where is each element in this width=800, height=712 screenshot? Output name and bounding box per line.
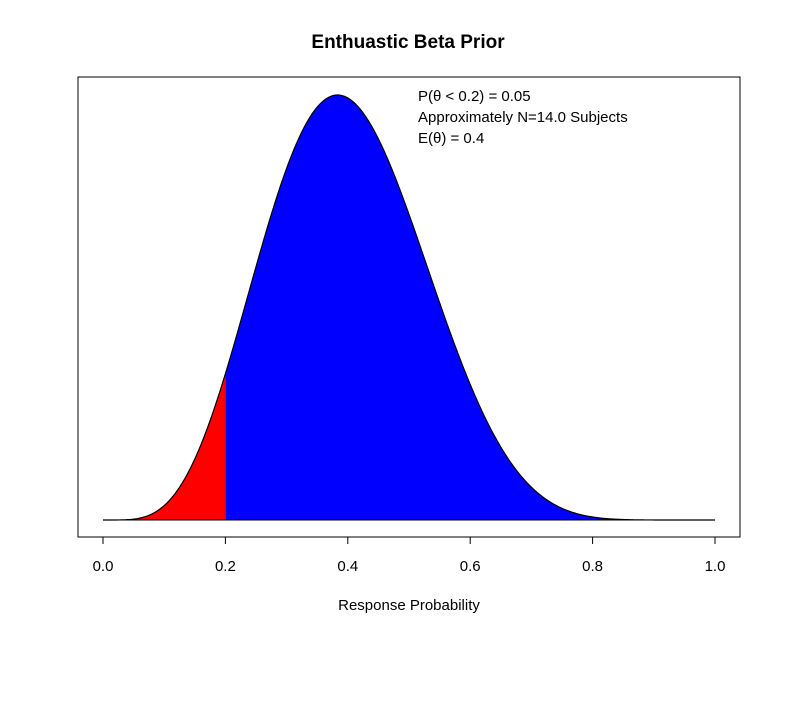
x-tick-label: 0.8 [582, 558, 603, 575]
chart-title: Enthuastic Beta Prior [311, 32, 505, 53]
annotation-line: Approximately N=14.0 Subjects [418, 109, 628, 126]
annotation-line: P(θ < 0.2) = 0.05 [418, 88, 531, 105]
density-areas [103, 94, 715, 521]
x-tick-label: 0.0 [93, 558, 114, 575]
lower-tail-area [103, 373, 226, 520]
x-tick-label: 0.2 [215, 558, 236, 575]
annotations: P(θ < 0.2) = 0.05 Approximately N=14.0 Su… [418, 88, 628, 147]
x-tick-label: 0.6 [460, 558, 481, 575]
x-tick-label: 1.0 [705, 558, 726, 575]
density-curve [103, 94, 715, 521]
upper-body-area [225, 95, 715, 520]
x-axis: 0.0 0.2 0.4 0.6 0.8 1.0 [93, 536, 726, 575]
x-tick-label: 0.4 [337, 558, 358, 575]
x-axis-label: Response Probability [338, 597, 480, 614]
annotation-line: E(θ) = 0.4 [418, 130, 484, 147]
